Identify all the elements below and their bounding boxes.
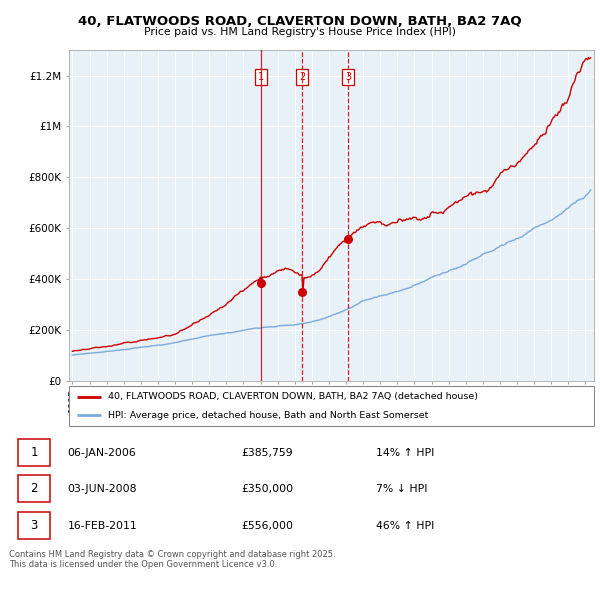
Text: 7% ↓ HPI: 7% ↓ HPI [376, 484, 428, 494]
Text: £385,759: £385,759 [241, 448, 293, 457]
FancyBboxPatch shape [18, 439, 50, 466]
Text: 3: 3 [30, 519, 38, 532]
FancyBboxPatch shape [18, 512, 50, 539]
Text: 3: 3 [345, 72, 351, 82]
FancyBboxPatch shape [69, 386, 594, 426]
FancyBboxPatch shape [18, 475, 50, 502]
Text: £350,000: £350,000 [241, 484, 293, 494]
Text: 46% ↑ HPI: 46% ↑ HPI [376, 520, 435, 530]
Text: 06-JAN-2006: 06-JAN-2006 [68, 448, 136, 457]
Text: 1: 1 [258, 72, 264, 82]
Text: 40, FLATWOODS ROAD, CLAVERTON DOWN, BATH, BA2 7AQ (detached house): 40, FLATWOODS ROAD, CLAVERTON DOWN, BATH… [109, 392, 478, 401]
Text: 40, FLATWOODS ROAD, CLAVERTON DOWN, BATH, BA2 7AQ: 40, FLATWOODS ROAD, CLAVERTON DOWN, BATH… [78, 15, 522, 28]
Text: 1: 1 [30, 446, 38, 459]
Text: £556,000: £556,000 [241, 520, 293, 530]
Text: 14% ↑ HPI: 14% ↑ HPI [376, 448, 435, 457]
Text: 03-JUN-2008: 03-JUN-2008 [68, 484, 137, 494]
Text: HPI: Average price, detached house, Bath and North East Somerset: HPI: Average price, detached house, Bath… [109, 411, 429, 419]
Text: Contains HM Land Registry data © Crown copyright and database right 2025.
This d: Contains HM Land Registry data © Crown c… [9, 550, 335, 569]
Text: 16-FEB-2011: 16-FEB-2011 [68, 520, 137, 530]
Text: Price paid vs. HM Land Registry's House Price Index (HPI): Price paid vs. HM Land Registry's House … [144, 27, 456, 37]
Text: 2: 2 [299, 72, 305, 82]
Text: 2: 2 [30, 482, 38, 495]
